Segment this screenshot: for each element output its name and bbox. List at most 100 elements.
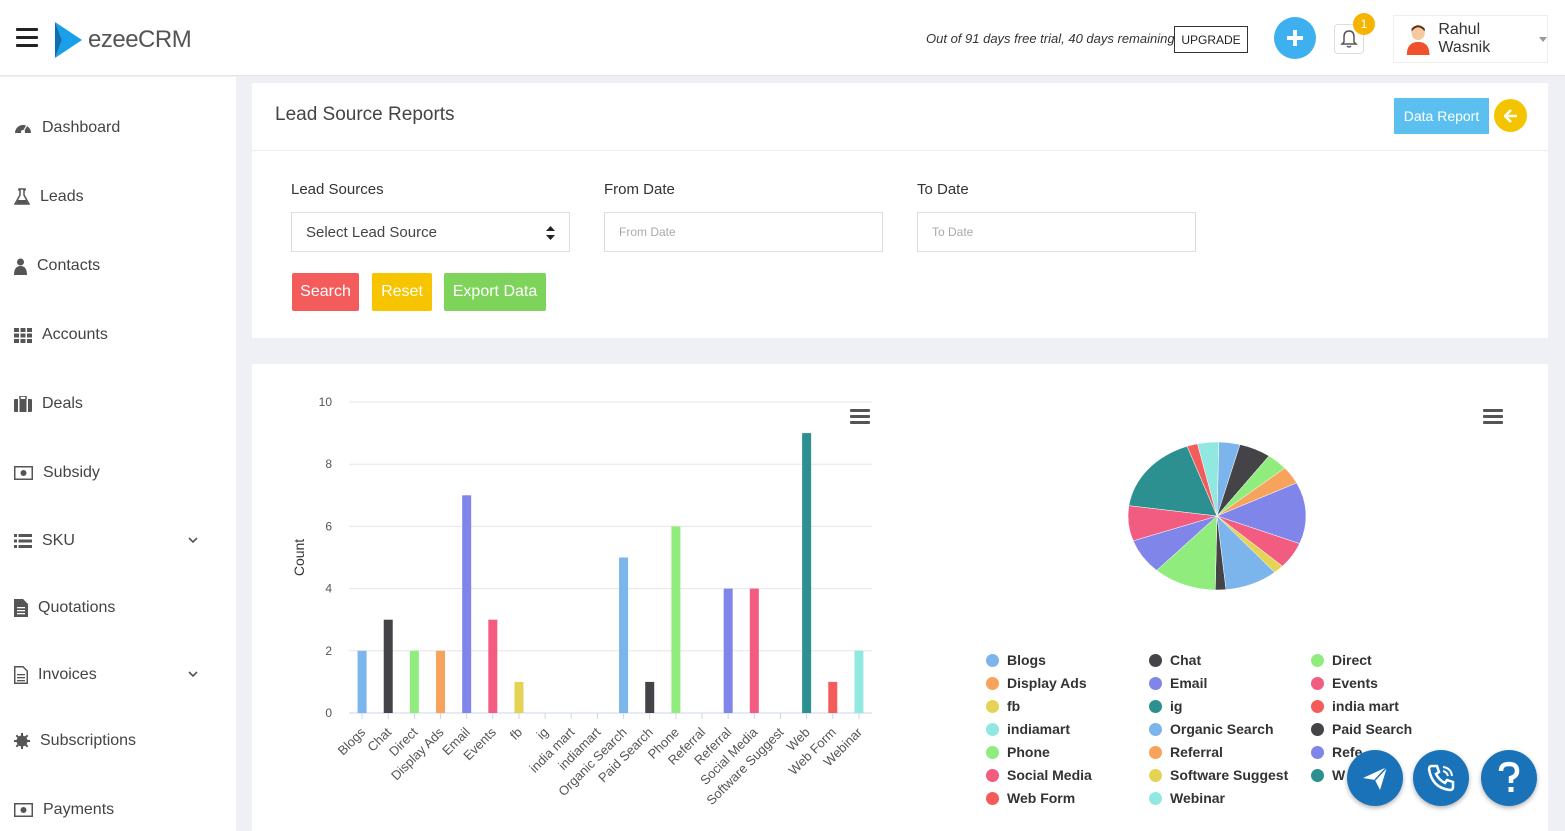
sidebar-item-label: Contacts — [37, 257, 101, 274]
sidebar-item-accounts[interactable]: Accounts — [14, 323, 224, 347]
sidebar-item-deals[interactable]: Deals — [14, 392, 224, 416]
bar[interactable] — [645, 681, 655, 713]
bar[interactable] — [357, 650, 367, 713]
legend-item[interactable]: Blogs — [986, 652, 1046, 668]
bar[interactable] — [828, 681, 838, 713]
notifications-button[interactable] — [1334, 24, 1364, 54]
user-menu[interactable]: Rahul Wasnik — [1393, 15, 1548, 63]
bar[interactable] — [436, 650, 446, 713]
pie-slice[interactable] — [1216, 482, 1307, 544]
legend-item[interactable]: indiamart — [986, 721, 1070, 737]
bar[interactable] — [802, 433, 812, 713]
logo-text: ezeeCRM — [88, 26, 192, 53]
briefcase-icon — [14, 396, 32, 412]
legend-item[interactable]: Software Suggest — [1149, 767, 1288, 783]
sidebar-item-invoices[interactable]: Invoices — [14, 663, 224, 687]
legend-item[interactable]: Refe — [1311, 744, 1362, 760]
sidebar-item-quotations[interactable]: Quotations — [14, 596, 224, 620]
to-date-input[interactable]: To Date — [917, 212, 1196, 252]
lead-sources-label: Lead Sources — [291, 181, 384, 198]
legend-item[interactable]: Direct — [1311, 652, 1372, 668]
quick-add-button[interactable] — [1274, 17, 1316, 59]
legend-marker — [1311, 745, 1324, 759]
send-message-button[interactable] — [1347, 750, 1403, 806]
legend-item[interactable]: Phone — [986, 744, 1050, 760]
legend-marker — [1311, 676, 1324, 690]
upgrade-button[interactable]: UPGRADE — [1174, 26, 1248, 53]
sidebar-item-subsidy[interactable]: Subsidy — [14, 461, 224, 485]
legend-item[interactable]: Referral — [1149, 744, 1223, 760]
sidebar-item-label: Leads — [40, 188, 84, 205]
pie-chart-menu-icon[interactable] — [1483, 409, 1503, 425]
legend-item[interactable]: ig — [1149, 698, 1182, 714]
pie-chart — [1127, 441, 1307, 591]
bar-chart-menu-icon[interactable] — [850, 409, 870, 425]
lead-source-select[interactable]: Select Lead Source — [291, 212, 570, 252]
legend-item[interactable]: Organic Search — [1149, 721, 1274, 737]
bar[interactable] — [671, 526, 681, 713]
export-data-button[interactable]: Export Data — [444, 273, 546, 311]
notification-count-badge: 1 — [1353, 13, 1375, 35]
legend-marker — [1311, 653, 1324, 667]
x-tick-label: fb — [507, 725, 525, 743]
legend-item[interactable]: fb — [986, 698, 1020, 714]
legend-marker — [1149, 791, 1162, 805]
sidebar-item-dashboard[interactable]: Dashboard — [14, 116, 224, 140]
bar[interactable] — [723, 588, 733, 713]
bar[interactable] — [409, 650, 419, 713]
from-date-input[interactable]: From Date — [604, 212, 883, 252]
paper-plane-icon — [1363, 766, 1388, 790]
bar[interactable] — [488, 619, 498, 713]
help-button[interactable] — [1481, 750, 1537, 806]
data-report-button[interactable]: Data Report — [1394, 98, 1489, 134]
person-icon — [14, 258, 27, 275]
legend-item[interactable]: Social Media — [986, 767, 1092, 783]
y-tick-label: 2 — [325, 644, 332, 658]
sidebar: Dashboard Leads Contacts Accounts Deals … — [0, 77, 236, 831]
legend-item[interactable]: india mart — [1311, 698, 1399, 714]
app-logo[interactable]: ezeeCRM — [52, 20, 192, 60]
bar[interactable] — [514, 681, 524, 713]
charts-panel: 0 2 4 6 8 10 Count Blogs Chat Direct Display Ads Em… — [252, 364, 1548, 831]
call-button[interactable] — [1413, 750, 1469, 806]
search-button[interactable]: Search — [292, 273, 359, 311]
legend-label: Social Media — [1007, 767, 1092, 783]
legend-marker — [1149, 722, 1162, 736]
sidebar-item-contacts[interactable]: Contacts — [14, 254, 224, 278]
legend-marker — [1311, 722, 1324, 736]
sidebar-item-label: Accounts — [42, 326, 108, 343]
legend-item[interactable]: Chat — [1149, 652, 1201, 668]
question-icon — [1498, 761, 1520, 792]
bar[interactable] — [383, 619, 393, 713]
legend-item[interactable]: Email — [1149, 675, 1207, 691]
legend-item[interactable]: Webinar — [1149, 790, 1225, 806]
bar[interactable] — [854, 650, 864, 713]
legend-item[interactable]: W — [1311, 767, 1345, 783]
sidebar-item-payments[interactable]: Payments — [14, 798, 224, 822]
sidebar-item-sku[interactable]: SKU — [14, 529, 224, 553]
legend-label: ig — [1170, 698, 1183, 714]
sidebar-item-label: Subscriptions — [40, 732, 137, 749]
legend-item[interactable]: Events — [1311, 675, 1378, 691]
sidebar-item-leads[interactable]: Leads — [14, 185, 224, 209]
pie-slice[interactable] — [1128, 445, 1218, 517]
pie-slice[interactable] — [1156, 515, 1218, 591]
back-button[interactable] — [1494, 99, 1527, 132]
bar[interactable] — [462, 495, 472, 713]
legend-item[interactable]: Web Form — [986, 790, 1075, 806]
logo-mark-icon — [55, 22, 82, 58]
reset-button[interactable]: Reset — [372, 273, 432, 311]
pie-slice[interactable] — [1197, 441, 1220, 517]
hamburger-menu-icon[interactable] — [16, 28, 38, 48]
legend-marker — [1149, 768, 1162, 782]
y-tick-label: 0 — [325, 706, 332, 720]
legend-label: Paid Search — [1332, 721, 1413, 737]
legend-label: Phone — [1007, 744, 1050, 760]
sidebar-item-subscriptions[interactable]: Subscriptions — [14, 729, 224, 753]
bar[interactable] — [749, 588, 759, 713]
bar[interactable] — [619, 557, 629, 714]
legend-item[interactable]: Display Ads — [986, 675, 1087, 691]
legend-item[interactable]: Paid Search — [1311, 721, 1412, 737]
legend-marker — [986, 676, 999, 690]
